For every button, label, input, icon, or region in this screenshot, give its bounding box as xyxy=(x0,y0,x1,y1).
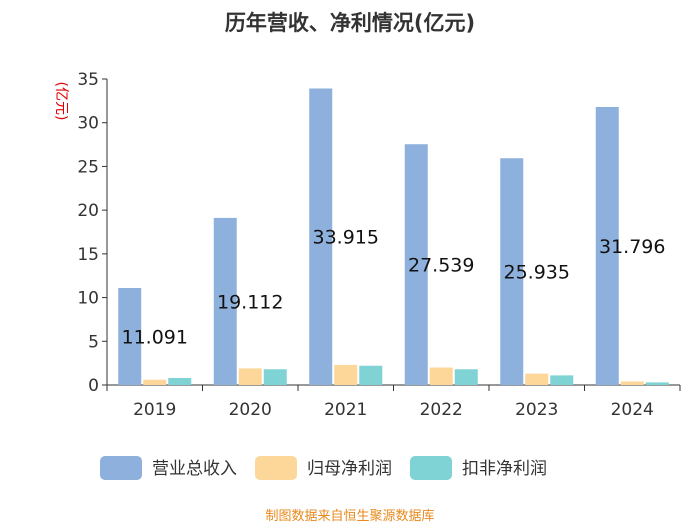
bar-1-2024[interactable] xyxy=(595,107,619,385)
data-label-2024: 31.796 xyxy=(599,236,665,258)
x-tick-label: 2023 xyxy=(515,400,558,420)
x-tick-label: 2024 xyxy=(611,400,654,420)
data-label-2022: 27.539 xyxy=(408,255,474,277)
y-tick-label: 5 xyxy=(88,332,99,352)
bar-1-2021[interactable] xyxy=(309,88,333,386)
y-tick-label: 10 xyxy=(77,289,99,309)
bar-3-2019[interactable] xyxy=(168,378,192,385)
bar-2-2020[interactable] xyxy=(238,368,262,385)
legend[interactable]: 营业总收入 归母净利润 扣非净利润 xyxy=(100,456,547,480)
y-tick-label: 25 xyxy=(77,157,99,177)
legend-label: 扣非净利润 xyxy=(462,459,547,479)
bar-3-2022[interactable] xyxy=(454,369,478,385)
bar-1-2020[interactable] xyxy=(213,217,237,385)
x-tick-label: 2022 xyxy=(420,400,463,420)
bar-2-2024[interactable] xyxy=(620,381,644,385)
source-note: 制图数据来自恒生聚源数据库 xyxy=(265,508,434,524)
legend-swatch xyxy=(255,456,297,480)
legend-label: 营业总收入 xyxy=(152,459,237,479)
legend-item-3[interactable]: 扣非净利润 xyxy=(410,456,547,480)
y-tick-label: 30 xyxy=(77,114,99,134)
data-label-2019: 11.091 xyxy=(122,327,188,349)
x-axis: 2019 2020 2021 2022 2023 2024 xyxy=(106,384,681,420)
bar-2-2021[interactable] xyxy=(334,364,358,385)
bar-3-2020[interactable] xyxy=(263,369,287,385)
bar-3-2023[interactable] xyxy=(550,375,574,385)
bar-1-2023[interactable] xyxy=(500,158,524,385)
legend-label: 归母净利润 xyxy=(307,459,392,479)
legend-swatch xyxy=(100,456,142,480)
data-label-2020: 19.112 xyxy=(217,291,283,313)
bar-1-2019[interactable] xyxy=(118,288,142,385)
bar-2-2022[interactable] xyxy=(429,367,453,385)
legend-swatch xyxy=(410,456,452,480)
legend-item-2[interactable]: 归母净利润 xyxy=(255,456,392,480)
data-label-2021: 33.915 xyxy=(313,227,379,249)
data-labels: 11.091 19.112 33.915 27.539 25.935 31.796 xyxy=(122,227,666,349)
bar-2-2019[interactable] xyxy=(143,379,167,385)
y-tick-label: 35 xyxy=(77,70,99,90)
bar-2-2023[interactable] xyxy=(525,373,549,385)
legend-item-1[interactable]: 营业总收入 xyxy=(100,456,237,480)
y-tick-label: 15 xyxy=(77,245,99,265)
y-tick-label: 20 xyxy=(77,201,99,221)
y-axis-unit: (亿元) xyxy=(53,82,69,121)
chart-title: 历年营收、净利情况(亿元) xyxy=(225,11,475,35)
bar-1-2022[interactable] xyxy=(404,144,428,385)
bar-3-2021[interactable] xyxy=(359,365,383,385)
y-axis: 0 5 10 15 20 25 30 35 xyxy=(77,70,108,396)
x-tick-label: 2019 xyxy=(133,400,176,420)
y-tick-label: 0 xyxy=(88,376,99,396)
data-label-2023: 25.935 xyxy=(504,262,570,284)
x-tick-label: 2020 xyxy=(229,400,272,420)
bar-3-2024[interactable] xyxy=(645,382,669,385)
bars xyxy=(118,88,669,386)
x-tick-label: 2021 xyxy=(324,400,367,420)
